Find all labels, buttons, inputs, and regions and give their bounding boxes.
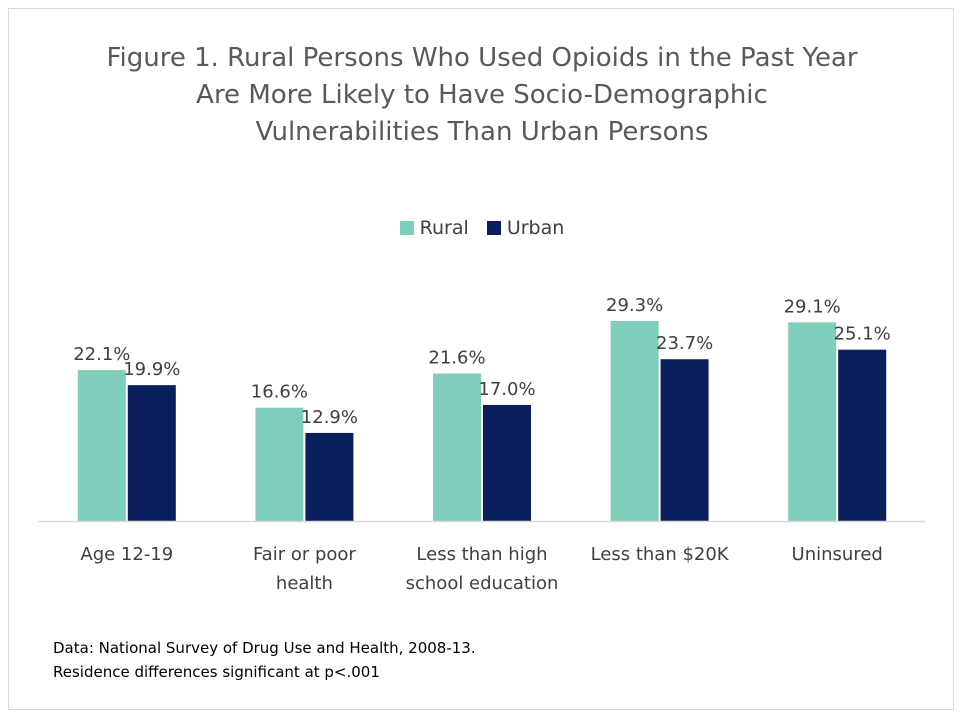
x-tick-label: Uninsured	[792, 544, 883, 565]
legend-swatch-urban	[486, 220, 501, 235]
bar-rural	[788, 322, 837, 521]
data-label-urban: 19.9%	[123, 359, 180, 380]
bar-urban	[483, 404, 531, 521]
legend-item-urban: Urban	[486, 216, 565, 239]
data-label-rural: 29.1%	[784, 296, 841, 317]
data-label-rural: 29.3%	[606, 295, 663, 316]
bar-urban	[127, 385, 176, 521]
x-tick-label: Less than high	[416, 544, 547, 565]
data-label-urban: 12.9%	[301, 407, 358, 428]
chart-title: Figure 1. Rural Persons Who Used Opioids…	[0, 40, 964, 151]
data-label-urban: 23.7%	[656, 333, 713, 354]
chart-title-line: Vulnerabilities Than Urban Persons	[255, 117, 709, 147]
data-label-urban: 25.1%	[834, 324, 891, 345]
legend-label-rural: Rural	[419, 216, 469, 239]
significance-note-line: Residence differences significant at p<.…	[53, 663, 380, 681]
bar-urban	[838, 349, 887, 521]
chart-source-note: Data: National Survey of Drug Use and He…	[53, 636, 476, 684]
bar-rural	[433, 373, 481, 521]
legend-item-rural: Rural	[399, 216, 469, 239]
bar-urban	[305, 432, 354, 521]
data-label-urban: 17.0%	[478, 379, 535, 400]
data-label-rural: 21.6%	[428, 348, 485, 369]
bar-urban	[660, 359, 709, 521]
data-label-rural: 22.1%	[73, 344, 130, 365]
x-tick-label: Less than $20K	[591, 544, 730, 565]
x-tick-label: school education	[406, 573, 559, 594]
chart-title-line: Figure 1. Rural Persons Who Used Opioids…	[106, 43, 858, 73]
bar-rural	[255, 407, 304, 521]
chart-legend: Rural Urban	[0, 216, 964, 239]
bar-rural	[77, 370, 126, 521]
legend-label-urban: Urban	[506, 216, 565, 239]
data-label-rural: 16.6%	[251, 382, 308, 403]
x-tick-label: health	[276, 573, 333, 594]
bar-rural	[610, 321, 659, 521]
x-tick-label: Age 12-19	[80, 544, 173, 565]
x-tick-label: Fair or poor	[253, 544, 356, 565]
legend-swatch-rural	[399, 220, 414, 235]
chart-title-line: Are More Likely to Have Socio-Demographi…	[196, 80, 768, 110]
source-note-line: Data: National Survey of Drug Use and He…	[53, 639, 476, 657]
